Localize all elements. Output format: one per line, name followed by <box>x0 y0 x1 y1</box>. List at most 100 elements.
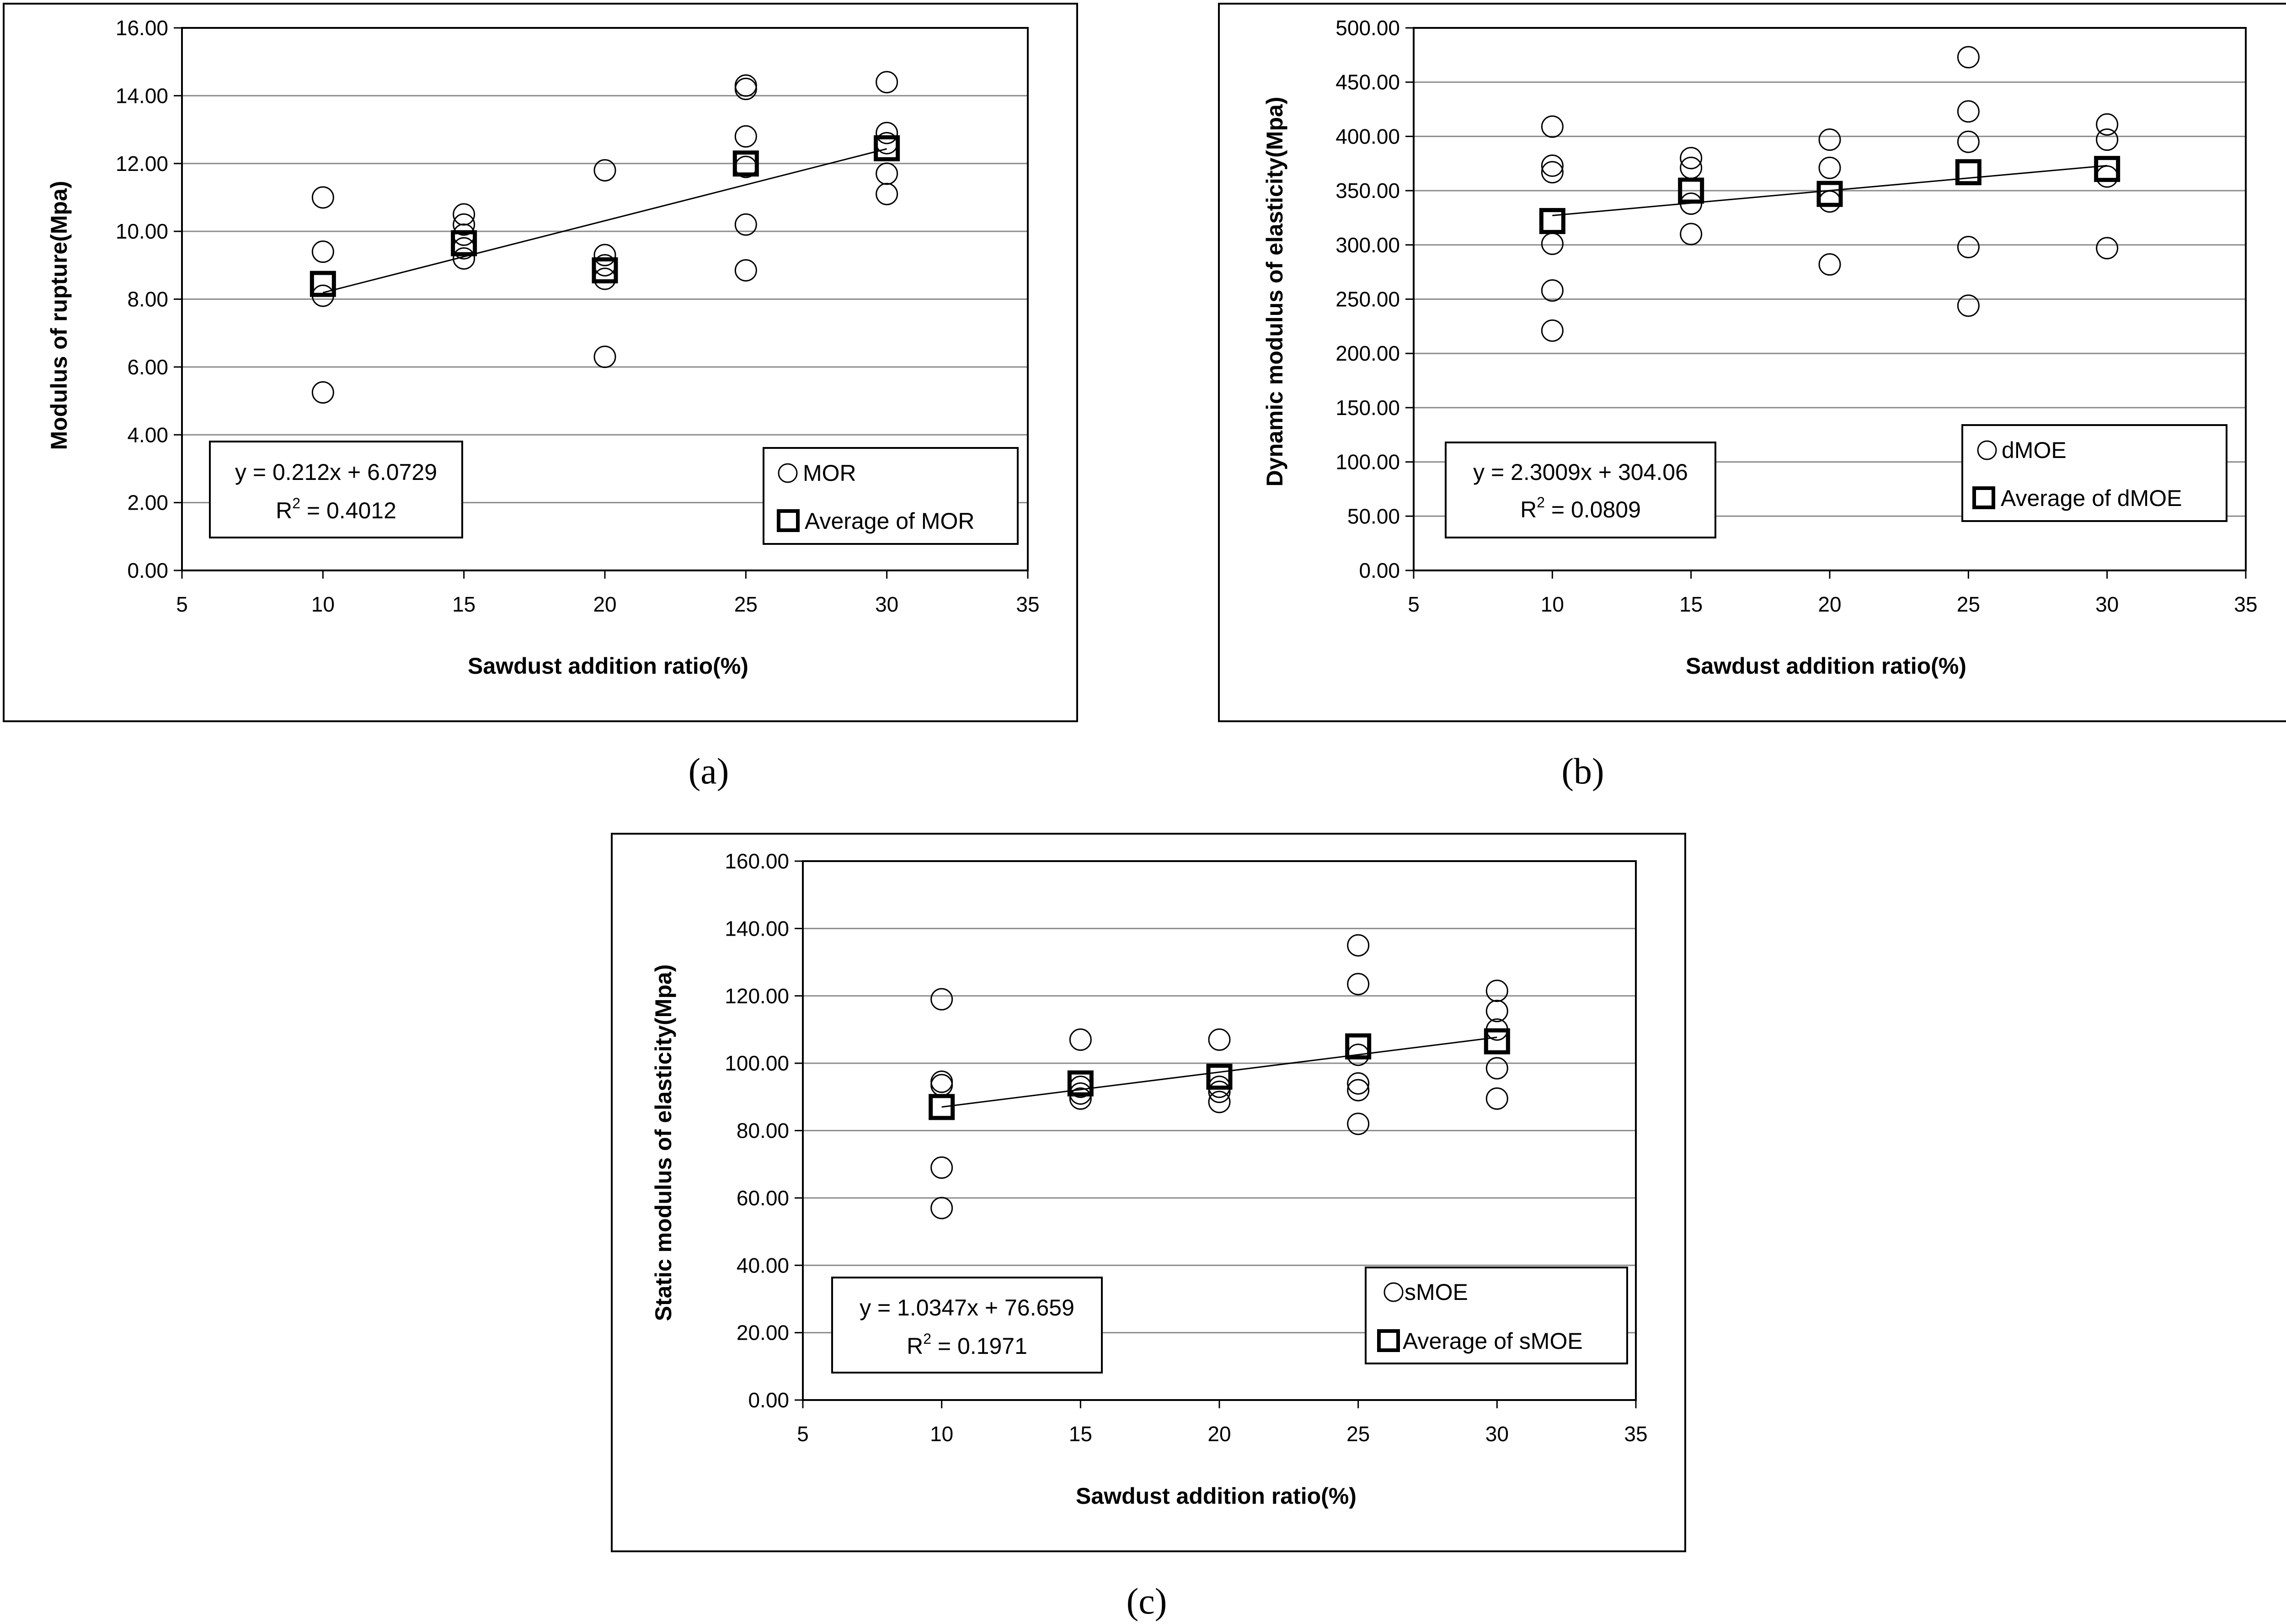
chart-c-marks <box>929 934 1510 1219</box>
chart-a-y-tick-label: 10.00 <box>116 219 168 243</box>
chart-b-x-tick-label: 25 <box>1957 592 1980 616</box>
chart-c-legend: sMOE Average of sMOE <box>1365 1267 1628 1364</box>
chart-b-point <box>1680 223 1703 245</box>
chart-a-r2-value: = 0.4012 <box>300 498 396 523</box>
chart-a-r2: R2 = 0.4012 <box>276 495 396 523</box>
chart-c-y-axis-label: Static modulus of elasticity(Mpa) <box>651 964 676 1321</box>
chart-b-average-point <box>1816 181 1843 207</box>
chart-b-point <box>2096 128 2119 151</box>
chart-b-y-tick-label: 400.00 <box>1335 124 1400 148</box>
chart-a-average-point <box>732 150 759 177</box>
chart-a-point <box>734 213 757 236</box>
chart-c-trendline <box>941 1036 1497 1108</box>
chart-a-x-tick-label: 15 <box>452 592 475 616</box>
panel-label-c: (c) <box>1127 1581 1167 1622</box>
chart-b-legend: dMOE Average of dMOE <box>1961 424 2227 522</box>
chart-a-x-tick-label: 10 <box>311 592 335 616</box>
chart-a-x-tick-label: 30 <box>875 592 898 616</box>
chart-a-y-tick-label: 14.00 <box>116 84 168 107</box>
chart-b-r2: R2 = 0.0809 <box>1520 494 1641 522</box>
panel-label-b: (b) <box>1561 751 1604 792</box>
chart-c-average-point <box>1484 1028 1510 1054</box>
chart-b-point <box>1957 294 1980 317</box>
chart-a-point <box>311 381 334 404</box>
chart-c-x-tick-label: 5 <box>797 1422 809 1446</box>
chart-c-y-tick-label: 20.00 <box>737 1321 789 1345</box>
chart-b-y-tick-label: 100.00 <box>1335 450 1400 474</box>
chart-b-x-axis-label: Sawdust addition ratio(%) <box>1686 653 1966 679</box>
chart-a-point <box>311 186 334 209</box>
chart-a-legend-average-mor: Average of MOR <box>805 508 974 534</box>
chart-a-point <box>593 244 616 266</box>
chart-a-point <box>311 240 334 263</box>
chart-a-y-tick-label: 0.00 <box>127 559 168 582</box>
chart-b-point <box>1957 100 1980 123</box>
chart-a-point <box>593 159 616 182</box>
chart-c-legend-smoe: sMOE <box>1405 1279 1468 1305</box>
chart-a-x-tick-label: 20 <box>593 592 616 616</box>
chart-b-x-tick-label: 10 <box>1541 592 1564 616</box>
chart-b-y-tick-label: 450.00 <box>1335 70 1400 94</box>
chart-a-trendline-layer <box>322 148 887 293</box>
chart-a-y-axis-label: Modulus of rupture(Mpa) <box>46 181 72 450</box>
chart-b-point <box>2096 113 2119 136</box>
chart-b-point <box>1818 156 1841 179</box>
chart-b-equation-box: y = 2.3009x + 304.06 R2 = 0.0809 <box>1445 442 1716 538</box>
chart-b-marks <box>1539 46 2120 342</box>
chart-b-x-tick-label: 20 <box>1818 592 1841 616</box>
chart-b-legend-circle-marker <box>1977 440 1997 460</box>
chart-b-y-tick-label: 250.00 <box>1335 288 1400 311</box>
chart-a-point <box>734 259 757 282</box>
chart-a-legend-square-marker <box>777 509 800 532</box>
chart-c-r2-value: = 0.1971 <box>931 1333 1027 1359</box>
chart-a-x-tick-label: 35 <box>1016 592 1039 616</box>
chart-b-y-tick-labels: 0.00 50.00 100.00 150.00 200.00 250.00 300.00 3… <box>1335 16 1414 582</box>
chart-a-average-point <box>310 271 336 297</box>
chart-c-y-tick-label: 100.00 <box>725 1051 789 1075</box>
chart-c-r2-superscript: 2 <box>923 1331 931 1347</box>
chart-c-x-tick-label: 10 <box>930 1422 953 1446</box>
chart-b-r2-value: = 0.0809 <box>1545 497 1641 522</box>
chart-a-legend: MOR Average of MOR <box>763 447 1019 545</box>
chart-a-marks <box>310 71 900 404</box>
chart-a-x-tick-labels: 5 10 15 20 25 30 35 <box>176 570 1040 616</box>
chart-b-y-tick-label: 200.00 <box>1335 341 1400 365</box>
chart-a-y-tick-label: 12.00 <box>116 152 168 176</box>
chart-c-y-tick-label: 140.00 <box>725 916 789 940</box>
chart-c-point <box>930 1156 953 1179</box>
chart-c-point <box>1069 1028 1092 1051</box>
chart-a-equation: y = 0.212x + 6.0729 <box>235 459 437 485</box>
chart-c-x-tick-label: 30 <box>1485 1422 1509 1446</box>
chart-c-point <box>1208 1028 1231 1051</box>
chart-c-point <box>1208 1081 1231 1103</box>
chart-panel-c: 0.00 20.00 40.00 60.00 80.00 100.00 120.00 140.… <box>611 833 1686 1552</box>
chart-c-x-tick-label: 25 <box>1346 1422 1370 1446</box>
chart-b-point <box>1818 128 1841 151</box>
chart-a-average-point <box>451 230 477 256</box>
chart-panel-b: 0.00 50.00 100.00 150.00 200.00 250.00 300.00 3… <box>1218 3 2286 722</box>
chart-c-y-tick-label: 80.00 <box>737 1119 789 1143</box>
chart-a-point <box>876 122 898 144</box>
chart-c-average-point <box>1345 1033 1372 1060</box>
chart-a-average-point <box>874 135 900 161</box>
chart-b-average-point <box>1955 159 1982 186</box>
chart-a-equation-frame <box>209 441 463 538</box>
chart-c-point <box>1485 1087 1508 1110</box>
chart-a-y-tick-label: 2.00 <box>127 491 168 515</box>
chart-b-point <box>1957 46 1980 69</box>
chart-c-legend-average-smoe: Average of sMOE <box>1403 1328 1583 1354</box>
chart-c-x-tick-labels: 5 10 15 20 25 30 35 <box>797 1400 1648 1446</box>
chart-b-equation-frame <box>1445 442 1716 538</box>
chart-c-r2: R2 = 0.1971 <box>907 1331 1027 1359</box>
chart-a-x-tick-label: 5 <box>176 592 188 616</box>
chart-c-x-axis-label: Sawdust addition ratio(%) <box>1076 1483 1357 1509</box>
chart-b-point <box>1818 253 1841 276</box>
chart-c-y-tick-label: 160.00 <box>725 849 789 873</box>
chart-c-x-tick-label: 35 <box>1624 1422 1647 1446</box>
chart-a-equation-box: y = 0.212x + 6.0729 R2 = 0.4012 <box>209 441 463 538</box>
chart-a-x-axis-label: Sawdust addition ratio(%) <box>468 653 748 679</box>
chart-a-point <box>876 71 898 94</box>
chart-b-point <box>1680 147 1703 170</box>
chart-c-point <box>930 1197 953 1219</box>
